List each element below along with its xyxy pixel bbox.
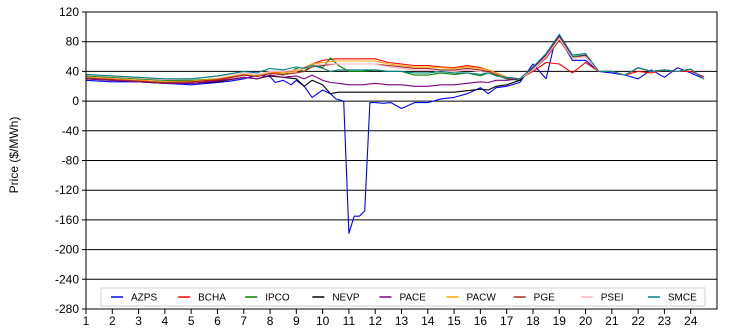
series-line-pacw [85, 37, 705, 83]
y-tick-label: -40 [62, 124, 80, 138]
x-tick-label: 11 [343, 314, 356, 328]
legend-entry: SMCE [668, 293, 697, 304]
legend-entry: PACW [467, 293, 497, 304]
y-tick-label: -240 [55, 272, 79, 286]
x-tick-label: 23 [658, 314, 672, 328]
x-tick-label: 4 [162, 314, 169, 328]
y-tick-label: 0 [72, 94, 79, 108]
x-tick-label: 6 [214, 314, 221, 328]
y-axis-label: Price ($/MWh) [7, 117, 21, 194]
x-tick-label: 21 [605, 314, 619, 328]
y-tick-label: -200 [55, 243, 79, 257]
x-tick-label: 5 [188, 314, 195, 328]
legend-entry: NEVP [332, 293, 360, 304]
y-tick-label: 40 [66, 64, 80, 78]
legend-entry: BCHA [198, 293, 226, 304]
x-tick-label: 3 [135, 314, 142, 328]
legend-entry: PACE [399, 293, 426, 304]
series-line-ipco [85, 35, 705, 81]
legend-entry: AZPS [131, 293, 157, 304]
x-tick-label: 10 [316, 314, 330, 328]
x-tick-label: 7 [240, 314, 247, 328]
x-tick-label: 20 [579, 314, 593, 328]
x-axis-ticks: 1 2 3 4 5 6 7 8 9 10 11 12 13 14 15 16 17 18 19 20 21 22 23 24 [83, 309, 698, 328]
x-tick-label: 9 [293, 314, 300, 328]
x-tick-label: 14 [421, 314, 435, 328]
x-tick-label: 24 [684, 314, 698, 328]
x-tick-label: 2 [109, 314, 116, 328]
y-tick-label: 120 [59, 5, 79, 19]
x-tick-label: 15 [447, 314, 461, 328]
legend-entry: PGE [534, 293, 555, 304]
y-tick-label: -80 [62, 154, 80, 168]
y-axis-ticks: 120 80 40 0 -40 -80 -120 -160 -200 -240 -280 [55, 5, 86, 316]
series-line-smce [85, 33, 705, 80]
x-tick-label: 16 [474, 314, 488, 328]
series-line-pge [85, 39, 705, 84]
legend-box [100, 287, 706, 307]
legend-entry: IPCO [265, 293, 290, 304]
y-tick-label: -160 [55, 213, 79, 227]
y-tick-label: -280 [55, 302, 79, 316]
y-tick-label: 80 [66, 35, 80, 49]
series-line-psei [85, 38, 705, 81]
x-tick-label: 12 [369, 314, 383, 328]
x-tick-label: 17 [500, 314, 514, 328]
x-tick-label: 13 [395, 314, 409, 328]
x-tick-label: 18 [526, 314, 540, 328]
x-tick-label: 19 [553, 314, 567, 328]
legend-entry: PSEI [601, 293, 624, 304]
x-tick-label: 1 [83, 314, 90, 328]
y-tick-label: -120 [55, 183, 79, 197]
series-layer [85, 33, 705, 234]
legend: AZPS BCHA IPCO NEVP PACE PACW PGE PSEI SMCE [100, 287, 706, 307]
x-tick-label: 8 [267, 314, 274, 328]
x-tick-label: 22 [631, 314, 645, 328]
grid-lines [86, 11, 717, 310]
